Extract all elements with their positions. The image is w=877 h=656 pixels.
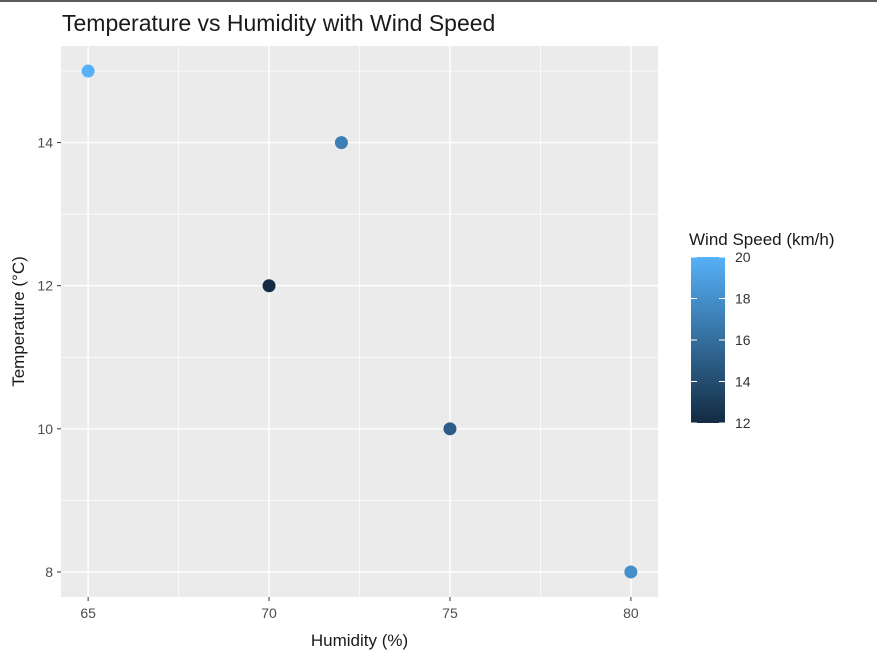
window-top-border [0, 0, 877, 2]
chart-title: Temperature vs Humidity with Wind Speed [62, 10, 496, 36]
data-point [624, 565, 638, 579]
data-point [81, 64, 95, 78]
y-tick-label: 10 [37, 421, 53, 437]
y-tick-label: 12 [37, 278, 53, 294]
y-axis-ticks: 8 10 12 14 [37, 135, 61, 580]
legend-tick-label: 12 [735, 415, 751, 431]
x-tick-label: 80 [623, 605, 639, 621]
legend-tick-label: 20 [735, 249, 751, 265]
legend-ticks: 12 14 16 18 20 [691, 249, 751, 431]
x-axis-ticks: 65 70 75 80 [80, 597, 639, 621]
x-tick-label: 75 [442, 605, 458, 621]
y-tick-label: 14 [37, 135, 53, 151]
data-point [443, 422, 457, 436]
data-point [334, 136, 348, 150]
x-tick-label: 65 [80, 605, 96, 621]
data-point [262, 279, 276, 293]
legend-tick-label: 18 [735, 291, 751, 307]
x-tick-label: 70 [261, 605, 277, 621]
legend-tick-label: 16 [735, 332, 751, 348]
y-tick-label: 8 [45, 564, 53, 580]
major-gridlines [61, 46, 658, 597]
legend-title: Wind Speed (km/h) [689, 230, 835, 249]
y-axis-title: Temperature (°C) [9, 256, 28, 387]
minor-gridlines [61, 46, 658, 597]
x-axis-title: Humidity (%) [311, 631, 408, 650]
data-points [81, 64, 638, 579]
legend-tick-label: 14 [735, 374, 751, 390]
